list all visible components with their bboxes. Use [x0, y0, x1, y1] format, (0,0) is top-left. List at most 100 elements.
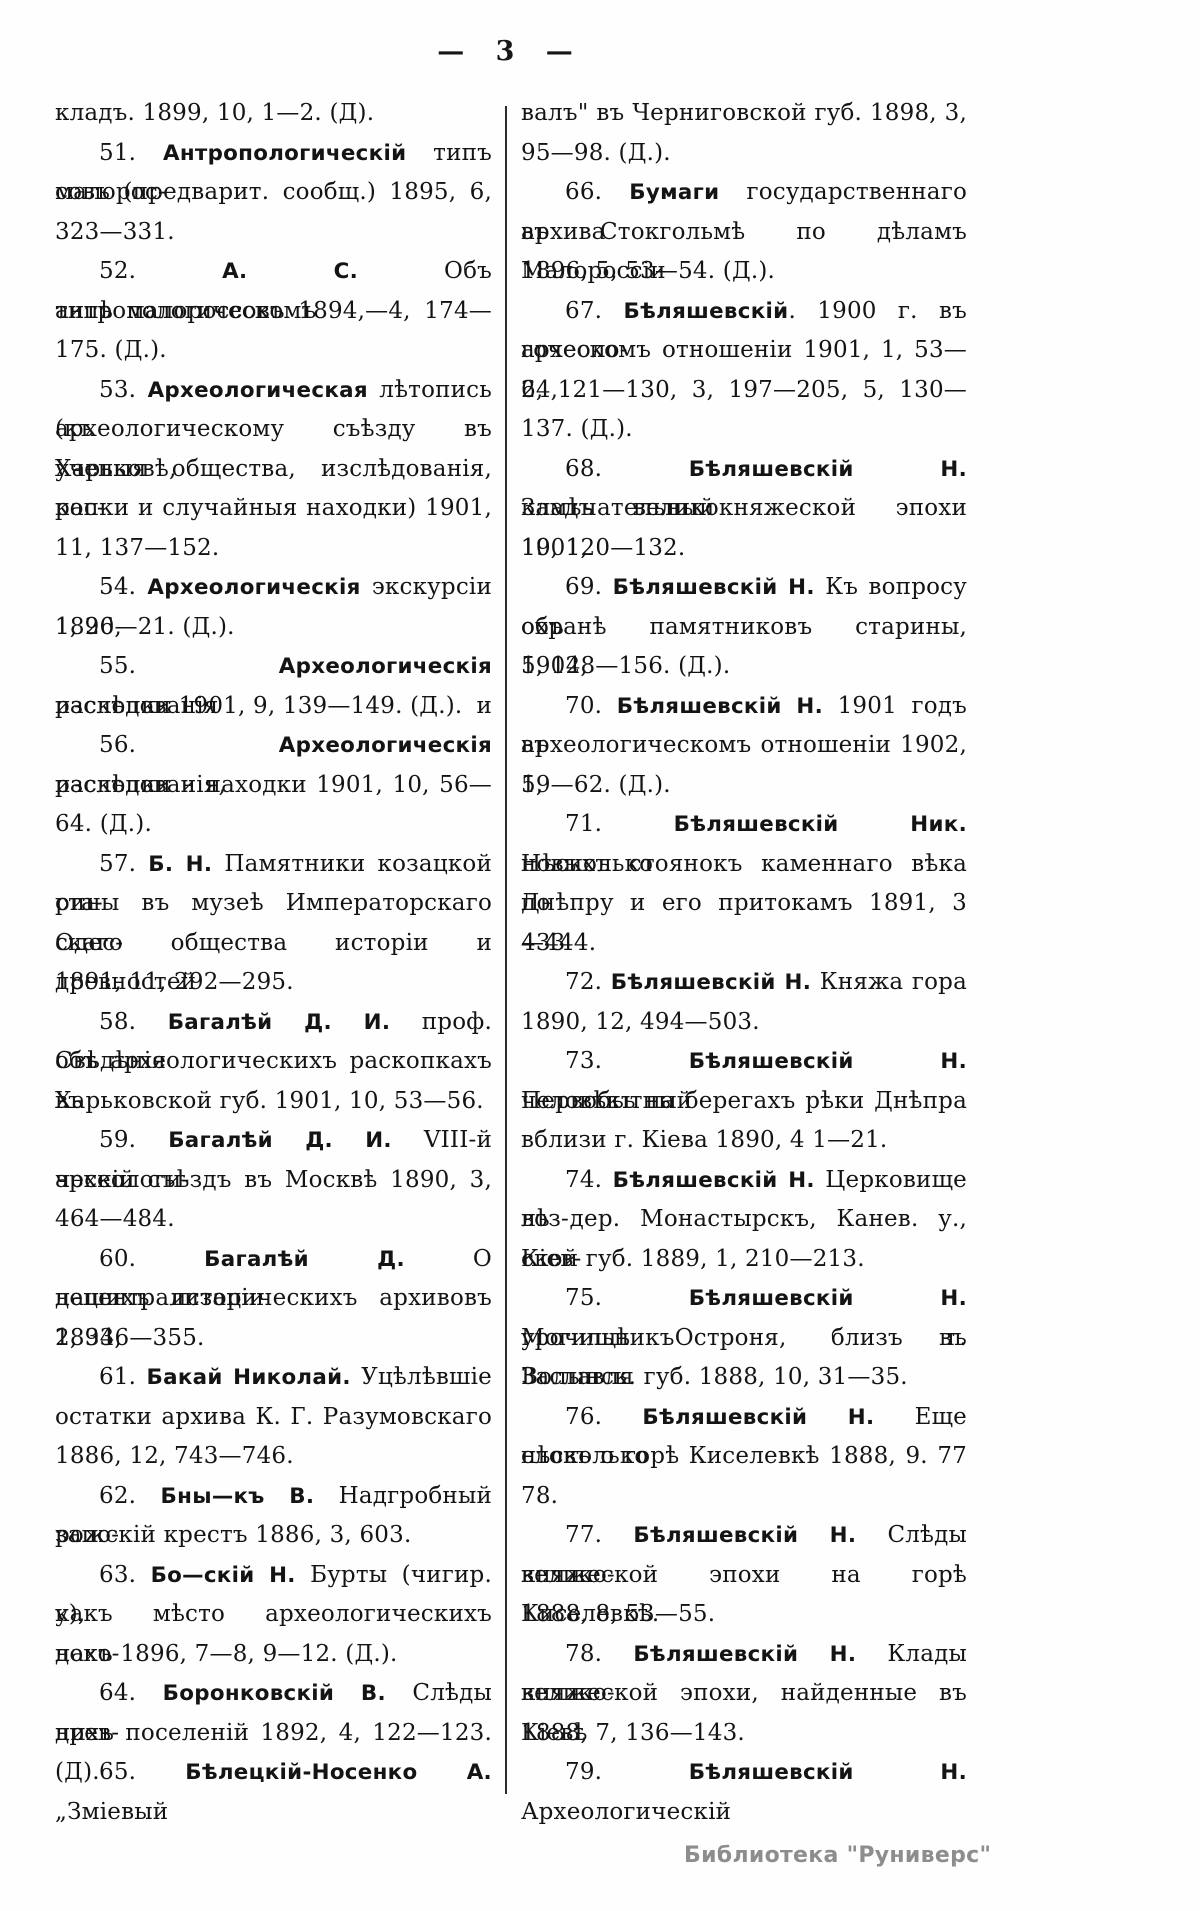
text-line: Днѣпру и его притокамъ 1891, 3 433	[521, 884, 967, 956]
entry-text: валъ" въ Черниговской губ. 1898, 3,	[521, 100, 967, 126]
entry-text: О децентрализаціи	[55, 1245, 492, 1312]
entry-lead-word: Бо—скій Н.	[150, 1562, 296, 1588]
library-watermark: Библиотека "Руниверс"	[684, 1843, 992, 1868]
entry-text: раскопки 1901, 9, 139—149. (Д.).	[55, 692, 463, 719]
entry-text: вблизи г. Кіева 1890, 4 1—21.	[521, 1127, 888, 1153]
entry-text: 323—331.	[55, 218, 175, 245]
text-line: 69. Бѣляшевскій Н. Къ вопросу объ	[521, 568, 967, 640]
entry-text: 95—98. (Д.).	[521, 139, 671, 166]
text-line: 62. Бны—къ В. Надгробный запо-	[55, 1477, 492, 1549]
entry-text: раскопки и находки 1901, 10, 56—	[55, 771, 492, 798]
text-line: охранѣ памятниковъ старины, 1902,	[521, 608, 967, 680]
entry-text: Могильникъ въ	[521, 1324, 967, 1351]
entry-text: Еще нѣсколько	[521, 1403, 967, 1470]
entry-text: 72.	[565, 969, 611, 995]
text-line: 66. Бумаги государственнаго архива	[521, 173, 967, 245]
entry-text: урочищѣ Остроня, близъ г. Заславля	[521, 1324, 967, 1391]
text-line: новыхъ стоянокъ каменнаго вѣка по	[521, 845, 967, 917]
entry-text: 77.	[565, 1522, 634, 1548]
entry-text: 59—62. (Д.).	[521, 771, 671, 798]
text-line: 56. Археологическія изслѣдованія,	[55, 726, 492, 798]
entry-text: 58.	[99, 1008, 168, 1035]
text-line: княжеской эпохи на горѣ Киселевкѣ.	[521, 1556, 967, 1628]
entry-text: копки и случайныя находки) 1901,	[55, 495, 492, 521]
entry-text: кладъ великокняжеской эпохи 1901,	[521, 495, 967, 561]
entry-lead-word: Археологическія	[278, 733, 492, 758]
entry-text: скаго общества исторіи и древностей	[55, 929, 492, 996]
text-line: 1888, 8, 53—55.	[521, 1595, 967, 1635]
entry-text: . 1900 г. въ археоло-	[521, 297, 967, 364]
entry-text: 1901 годъ въ	[521, 692, 967, 759]
text-line: 76. Бѣляшевскій Н. Еще нѣсколько	[521, 1398, 967, 1470]
entry-text: нашихъ историческихъ архивовъ 1893,	[55, 1285, 492, 1351]
text-line: 64. Боронковскій В. Слѣды древ-	[55, 1674, 492, 1746]
entry-text: 11, 137—152.	[55, 534, 220, 561]
entry-lead-word: Багалѣй Д. И.	[168, 1128, 392, 1153]
text-line: 79. Бѣляшевскій Н. Археологическій	[521, 1753, 967, 1825]
text-line: въ Стокгольмѣ по дѣламъ Малороссіи	[521, 213, 967, 285]
entry-text: 64.	[99, 1680, 163, 1706]
text-line: рины въ музеѣ Императорскаго Одес-	[55, 884, 492, 956]
text-line: 60. Багалѣй Д. О децентрализаціи	[55, 1240, 492, 1312]
entry-text: Волынск. губ. 1888, 10, 31—35.	[521, 1364, 908, 1390]
entry-lead-word: Бѣляшевскій Н.	[610, 970, 812, 995]
text-line: 75. Бѣляшевскій Н. Могильникъ въ	[521, 1279, 967, 1351]
text-line: какъ мѣсто археологическихъ нахо-	[55, 1595, 492, 1667]
entry-text: 66.	[565, 179, 630, 205]
column-divider	[505, 106, 507, 1794]
text-line: человѣкъ на берегахъ рѣки Днѣпра	[521, 1082, 967, 1122]
entry-text: VIII-й археологи-	[55, 1127, 492, 1193]
text-line: 1888, 7, 136—143.	[521, 1714, 967, 1754]
entry-text: гоческомъ отношеніи 1901, 1, 53—64,	[521, 337, 967, 403]
entry-text: Объ антропологическомъ	[55, 258, 492, 324]
text-line: раскопки и находки 1901, 10, 56—	[55, 766, 492, 806]
entry-lead-word: Археологическія	[147, 575, 361, 600]
text-line: Волынск. губ. 1888, 10, 31—35.	[521, 1358, 967, 1398]
entry-text: 63.	[99, 1561, 151, 1588]
entry-text: 69.	[565, 574, 613, 600]
entry-text: княжеской эпохи, найденные въ Кіевѣ	[521, 1680, 967, 1746]
entry-lead-word: Бѣляшевскій Н.	[616, 693, 824, 719]
entry-lead-word: Бѣляшевскій Н.	[642, 1404, 875, 1430]
text-line: 73. Бѣляшевскій Н. Первобытный	[521, 1042, 967, 1114]
entry-text: Слѣды велико-	[521, 1522, 967, 1588]
entry-text: новыхъ стоянокъ каменнаго вѣка по	[521, 850, 967, 917]
entry-lead-word: Бѣляшевскій Ник.	[673, 812, 967, 837]
text-line: 78.	[521, 1477, 967, 1517]
text-line: гоческомъ отношеніи 1901, 1, 53—64,	[521, 331, 967, 403]
entry-text: 65.	[99, 1759, 186, 1785]
entry-text: государственнаго архива	[521, 179, 967, 245]
entry-text: рожскій крестъ 1886, 3, 603.	[55, 1522, 412, 1548]
entry-text: 52.	[99, 258, 223, 284]
entry-text: 73.	[565, 1048, 689, 1074]
entry-text: 1888, 7, 136—143.	[521, 1719, 745, 1746]
entry-text: Слѣды древ-	[55, 1680, 492, 1746]
entry-text: нихъ поселеній 1892, 4, 122—123. (Д).	[55, 1719, 492, 1786]
text-line: 55. Археологическія изслѣдованія и	[55, 647, 492, 719]
entry-text: ученыя общества, изслѣдованія, рас-	[55, 455, 492, 522]
entry-text: остатки архива К. Г. Разумовскаго	[55, 1403, 492, 1430]
text-line: 77. Бѣляшевскій Н. Слѣды велико-	[521, 1516, 967, 1588]
entry-lead-word: Бѣляшевскій Н.	[688, 1286, 967, 1311]
text-line: рожскій крестъ 1886, 3, 603.	[55, 1516, 492, 1556]
entry-text: проф. Свѣдѣнія	[55, 1008, 492, 1075]
entry-lead-word: Археологическія	[278, 654, 492, 679]
text-line: 5, 148—156. (Д.).	[521, 647, 967, 687]
entry-lead-word: Багалѣй Д. И.	[167, 1009, 391, 1035]
entry-text: изслѣдованія и	[55, 692, 492, 719]
entry-text: Археологическій	[521, 1798, 732, 1825]
entry-text: 75.	[565, 1285, 689, 1311]
entry-text: 61.	[99, 1364, 147, 1390]
entry-lead-word: Бѣляшевскій Н.	[633, 1641, 857, 1667]
entry-text: —444.	[521, 929, 597, 956]
text-line: типѣ малороссовъ 1894,—4, 174—	[55, 292, 492, 332]
text-line: лѣ дер. Монастырскъ, Канев. у., Кіев-	[521, 1200, 967, 1272]
entry-lead-word: А. С.	[222, 259, 359, 284]
entry-text: ческій съѣздъ въ Москвѣ 1890, 3,	[55, 1166, 492, 1193]
entry-lead-word: Бакай Николай.	[146, 1365, 351, 1390]
entry-text: „Зміевый	[55, 1798, 169, 1825]
entry-text: типѣ малороссовъ 1894,—4, 174—	[55, 297, 492, 324]
text-line: нихъ поселеній 1892, 4, 122—123. (Д).	[55, 1714, 492, 1786]
text-line: 78. Бѣляшевскій Н. Клады велико-	[521, 1635, 967, 1707]
entry-text: 74.	[565, 1166, 613, 1193]
